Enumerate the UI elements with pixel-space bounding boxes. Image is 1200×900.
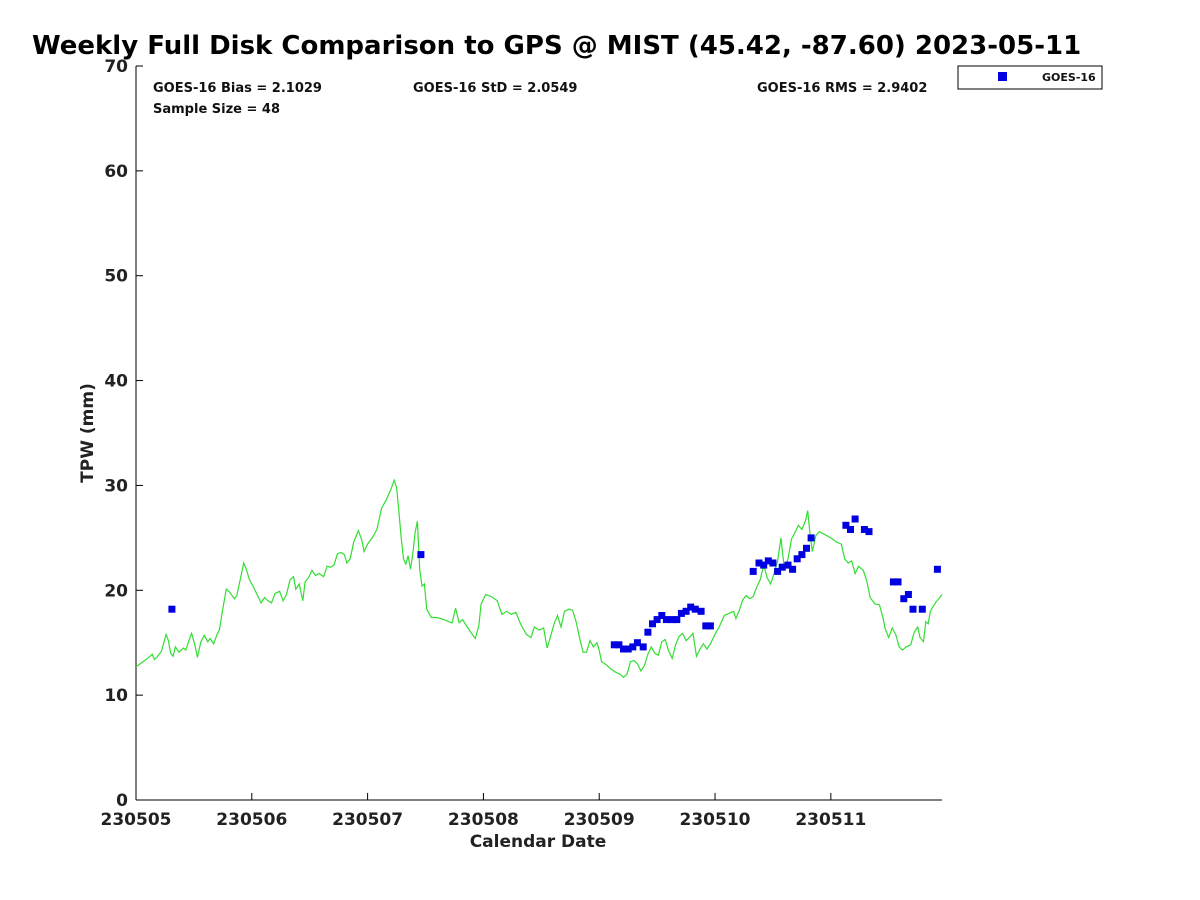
y-tick-label: 20 — [104, 581, 128, 601]
stat-rms: GOES-16 RMS = 2.9402 — [757, 81, 927, 96]
goes-16-point — [793, 555, 801, 563]
goes-16-point — [624, 645, 632, 653]
goes-16-point — [668, 616, 676, 624]
x-tick-label: 230509 — [564, 810, 635, 830]
goes-16-point — [706, 622, 714, 630]
goes-16-point — [417, 551, 425, 559]
goes-16-point — [865, 528, 873, 536]
y-tick-label: 0 — [116, 791, 128, 811]
goes-16-point — [842, 521, 850, 529]
goes-16-point — [778, 563, 786, 571]
stat-sample-size: Sample Size = 48 — [153, 102, 280, 117]
goes-16-point — [702, 622, 710, 630]
x-tick-label: 230511 — [795, 810, 866, 830]
goes-16-point — [760, 561, 768, 569]
goes-16-point — [784, 561, 792, 569]
x-tick-label: 230506 — [216, 810, 287, 830]
goes-16-point — [677, 609, 685, 617]
plot-area — [135, 66, 942, 801]
x-tick-label: 230505 — [101, 810, 172, 830]
x-tick-label: 230510 — [680, 810, 751, 830]
goes-16-point — [639, 643, 647, 651]
series-layer — [135, 478, 943, 679]
y-axis-label: TPW (mm) — [78, 383, 98, 483]
goes-16-point — [900, 595, 908, 603]
goes-16-point — [774, 567, 782, 575]
goes-16-point — [755, 559, 763, 567]
goes-16-point — [662, 616, 670, 624]
goes-16-point — [909, 605, 917, 613]
goes-16-point — [798, 551, 806, 559]
goes-16-point — [653, 616, 661, 624]
goes-16-point — [803, 544, 810, 552]
goes-16-point — [691, 605, 699, 613]
goes-16-point — [644, 628, 652, 636]
goes-16-point — [749, 567, 757, 575]
legend-label-goes-16: GOES-16 — [1042, 71, 1096, 84]
legend-box — [957, 65, 1103, 90]
y-tick-label: 10 — [104, 686, 128, 706]
y-tick-label: 30 — [104, 476, 128, 496]
x-ticks: 230505 230506 230507 230508 230509 230510 2305… — [101, 793, 866, 830]
x-tick-label: 230507 — [332, 810, 403, 830]
goes-16-point — [851, 515, 859, 523]
goes-16-point — [889, 578, 897, 586]
goes-16-point — [764, 557, 772, 565]
y-tick-label: 40 — [104, 372, 128, 392]
goes-16-point — [610, 641, 618, 649]
goes-16-point — [168, 605, 176, 613]
goes-16-point — [687, 603, 695, 611]
goes-16-point — [649, 620, 656, 628]
x-tick-label: 230508 — [448, 810, 519, 830]
goes-16-point — [904, 591, 912, 598]
y-tick-label: 60 — [104, 162, 128, 182]
goes-16-point — [633, 639, 641, 647]
goes-16-point — [615, 641, 623, 649]
goes-16-point — [697, 607, 705, 615]
goes-16-point — [789, 565, 797, 573]
goes-16-point — [918, 605, 926, 613]
goes-16-point — [933, 565, 941, 573]
goes-16-point — [682, 607, 690, 615]
goes-16-point — [847, 526, 854, 533]
gps-tpw-line — [135, 478, 943, 679]
goes-16-point — [620, 645, 627, 653]
legend-marker-goes-16 — [998, 72, 1007, 81]
legend: GOES-16 — [957, 65, 1103, 90]
goes-16-point — [769, 559, 777, 567]
stat-bias: GOES-16 Bias = 2.1029 — [153, 81, 322, 96]
chart-title: Weekly Full Disk Comparison to GPS @ MIS… — [32, 31, 1081, 61]
y-tick-label: 50 — [104, 267, 128, 287]
goes-16-point — [673, 616, 681, 624]
goes-16-point — [658, 612, 666, 619]
goes-16-point — [629, 643, 637, 651]
goes-16-point — [894, 578, 902, 586]
y-tick-label: 70 — [104, 57, 128, 77]
stat-std: GOES-16 StD = 2.0549 — [413, 81, 577, 96]
y-ticks: 0 10 20 30 40 50 60 70 — [104, 57, 143, 811]
goes-16-point — [860, 526, 868, 533]
goes-16-point — [807, 534, 815, 542]
x-axis-label: Calendar Date — [470, 832, 607, 852]
